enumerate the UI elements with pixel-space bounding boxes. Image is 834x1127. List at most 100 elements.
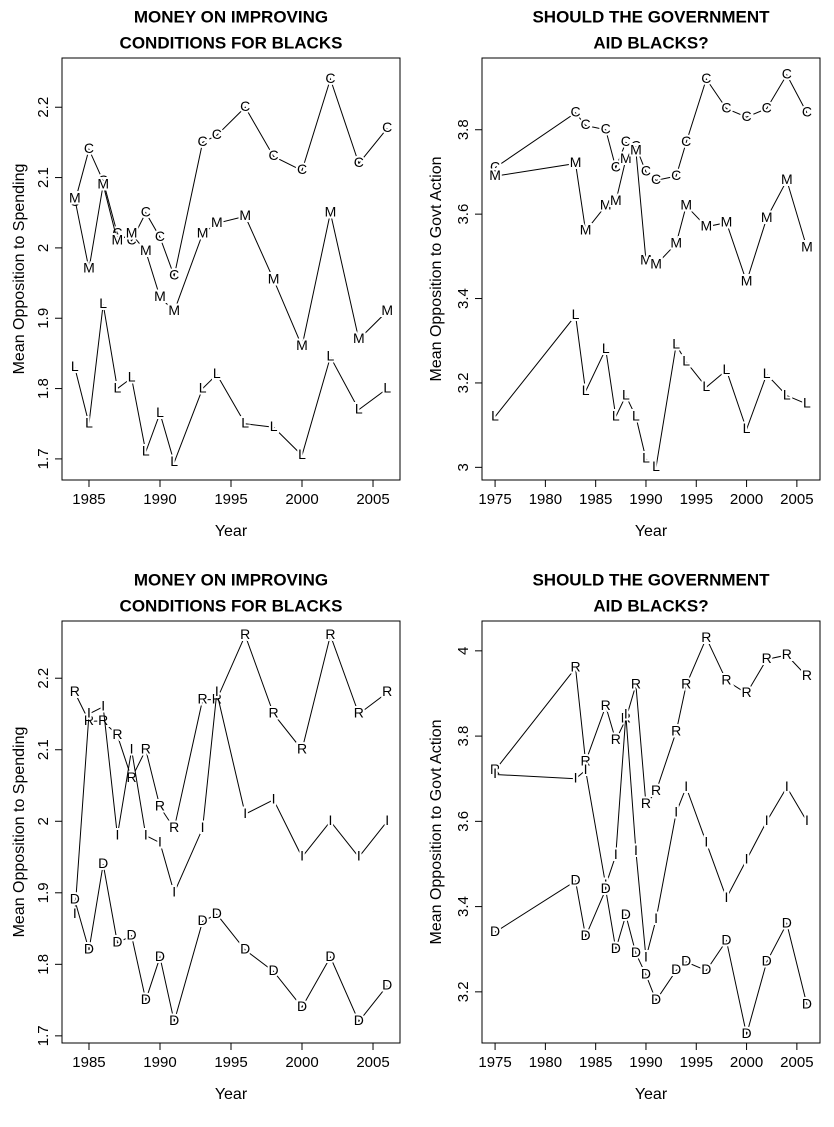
point-marker: C: [641, 163, 651, 179]
point-marker: L: [652, 458, 660, 474]
point-marker: C: [721, 99, 731, 115]
point-marker: R: [169, 819, 179, 835]
point-marker: C: [701, 70, 711, 86]
point-marker: R: [325, 626, 335, 642]
point-marker: C: [354, 154, 364, 170]
y-tick-label: 1.7: [35, 1025, 52, 1046]
point-marker: I: [684, 778, 688, 794]
point-marker: D: [112, 934, 122, 950]
point-marker: C: [570, 104, 580, 120]
point-marker: C: [198, 133, 208, 149]
point-marker: I: [704, 833, 708, 849]
series-line: [494, 880, 808, 1035]
point-marker: I: [144, 826, 148, 842]
x-axis-label: Year: [215, 523, 248, 540]
point-marker: L: [327, 348, 335, 364]
y-tick-label: 3.4: [455, 288, 472, 309]
y-tick-label: 3.4: [455, 896, 472, 917]
y-tick-label: 1.7: [35, 448, 52, 469]
point-marker: R: [601, 697, 611, 713]
point-marker: D: [84, 941, 94, 957]
point-marker: I: [745, 850, 749, 866]
point-marker: R: [490, 761, 500, 777]
series-line: [74, 184, 388, 349]
panel: SHOULD THE GOVERNMENT AID BLACKS? Year Mean…: [428, 7, 821, 540]
x-tick-label: 1990: [143, 1054, 176, 1071]
point-marker: D: [762, 953, 772, 969]
point-marker: L: [743, 420, 751, 436]
point-marker: C: [601, 120, 611, 136]
point-marker: I: [300, 848, 304, 864]
chart-title: MONEY ON IMPROVING: [134, 7, 328, 26]
point-marker: D: [382, 976, 392, 992]
point-marker: L: [71, 358, 79, 374]
point-marker: C: [297, 161, 307, 177]
point-marker: R: [70, 683, 80, 699]
point-marker: L: [491, 407, 499, 423]
point-marker: D: [570, 872, 580, 888]
point-marker: L: [199, 379, 207, 395]
point-marker: L: [672, 336, 680, 352]
y-tick-label: 2.1: [35, 739, 52, 760]
point-marker: D: [198, 912, 208, 928]
point-marker: L: [612, 407, 620, 423]
x-tick-label: 1990: [143, 491, 176, 508]
point-marker: D: [155, 948, 165, 964]
point-marker: I: [674, 804, 678, 820]
y-tick-label: 3.8: [455, 726, 472, 747]
series-line: [494, 73, 808, 181]
x-tick-label: 1995: [680, 491, 713, 508]
point-marker: M: [620, 150, 632, 166]
point-marker: L: [723, 361, 731, 377]
x-axis-label: Year: [215, 1086, 248, 1103]
point-marker: L: [241, 414, 249, 430]
chart-title: AID BLACKS?: [593, 596, 708, 615]
point-marker: C: [671, 167, 681, 183]
y-tick-label: 3.6: [455, 204, 472, 225]
point-marker: I: [574, 769, 578, 785]
point-marker: D: [240, 941, 250, 957]
point-marker: I: [654, 910, 658, 926]
point-marker: M: [630, 142, 642, 158]
point-marker: I: [101, 698, 105, 714]
x-tick-label: 2000: [285, 1054, 318, 1071]
y-tick-label: 2: [35, 817, 52, 825]
point-marker: R: [671, 723, 681, 739]
point-marker: L: [582, 382, 590, 398]
point-marker: C: [611, 158, 621, 174]
point-marker: M: [353, 330, 365, 346]
panel: MONEY ON IMPROVING CONDITIONS FOR BLACKS Y…: [11, 570, 401, 1103]
series-line: [74, 633, 388, 830]
point-marker: L: [783, 386, 791, 402]
point-marker: I: [604, 876, 608, 892]
point-marker: M: [640, 251, 652, 267]
point-marker: L: [298, 446, 306, 462]
point-marker: M: [670, 234, 682, 250]
point-marker: M: [680, 196, 692, 212]
point-marker: D: [671, 961, 681, 977]
point-marker: D: [141, 991, 151, 1007]
point-marker: L: [270, 418, 278, 434]
point-marker: I: [115, 826, 119, 842]
point-marker: D: [742, 1025, 752, 1041]
point-marker: R: [611, 731, 621, 747]
chart-title: MONEY ON IMPROVING: [134, 570, 328, 589]
point-marker: I: [385, 812, 389, 828]
x-tick-label: 2000: [730, 1054, 763, 1071]
point-marker: D: [611, 940, 621, 956]
point-marker: L: [682, 353, 690, 369]
point-marker: R: [681, 676, 691, 692]
point-marker: M: [381, 302, 393, 318]
point-marker: M: [211, 214, 223, 230]
point-marker: M: [325, 203, 337, 219]
point-marker: I: [493, 765, 497, 781]
y-axis-label: Mean Opposition to Spending: [11, 727, 28, 938]
point-marker: M: [112, 232, 124, 248]
point-marker: D: [802, 995, 812, 1011]
point-marker: I: [805, 812, 809, 828]
point-marker: M: [781, 171, 793, 187]
point-marker: C: [212, 126, 222, 142]
x-tick-label: 1990: [629, 491, 662, 508]
chart-title: CONDITIONS FOR BLACKS: [120, 33, 343, 52]
point-marker: L: [763, 365, 771, 381]
